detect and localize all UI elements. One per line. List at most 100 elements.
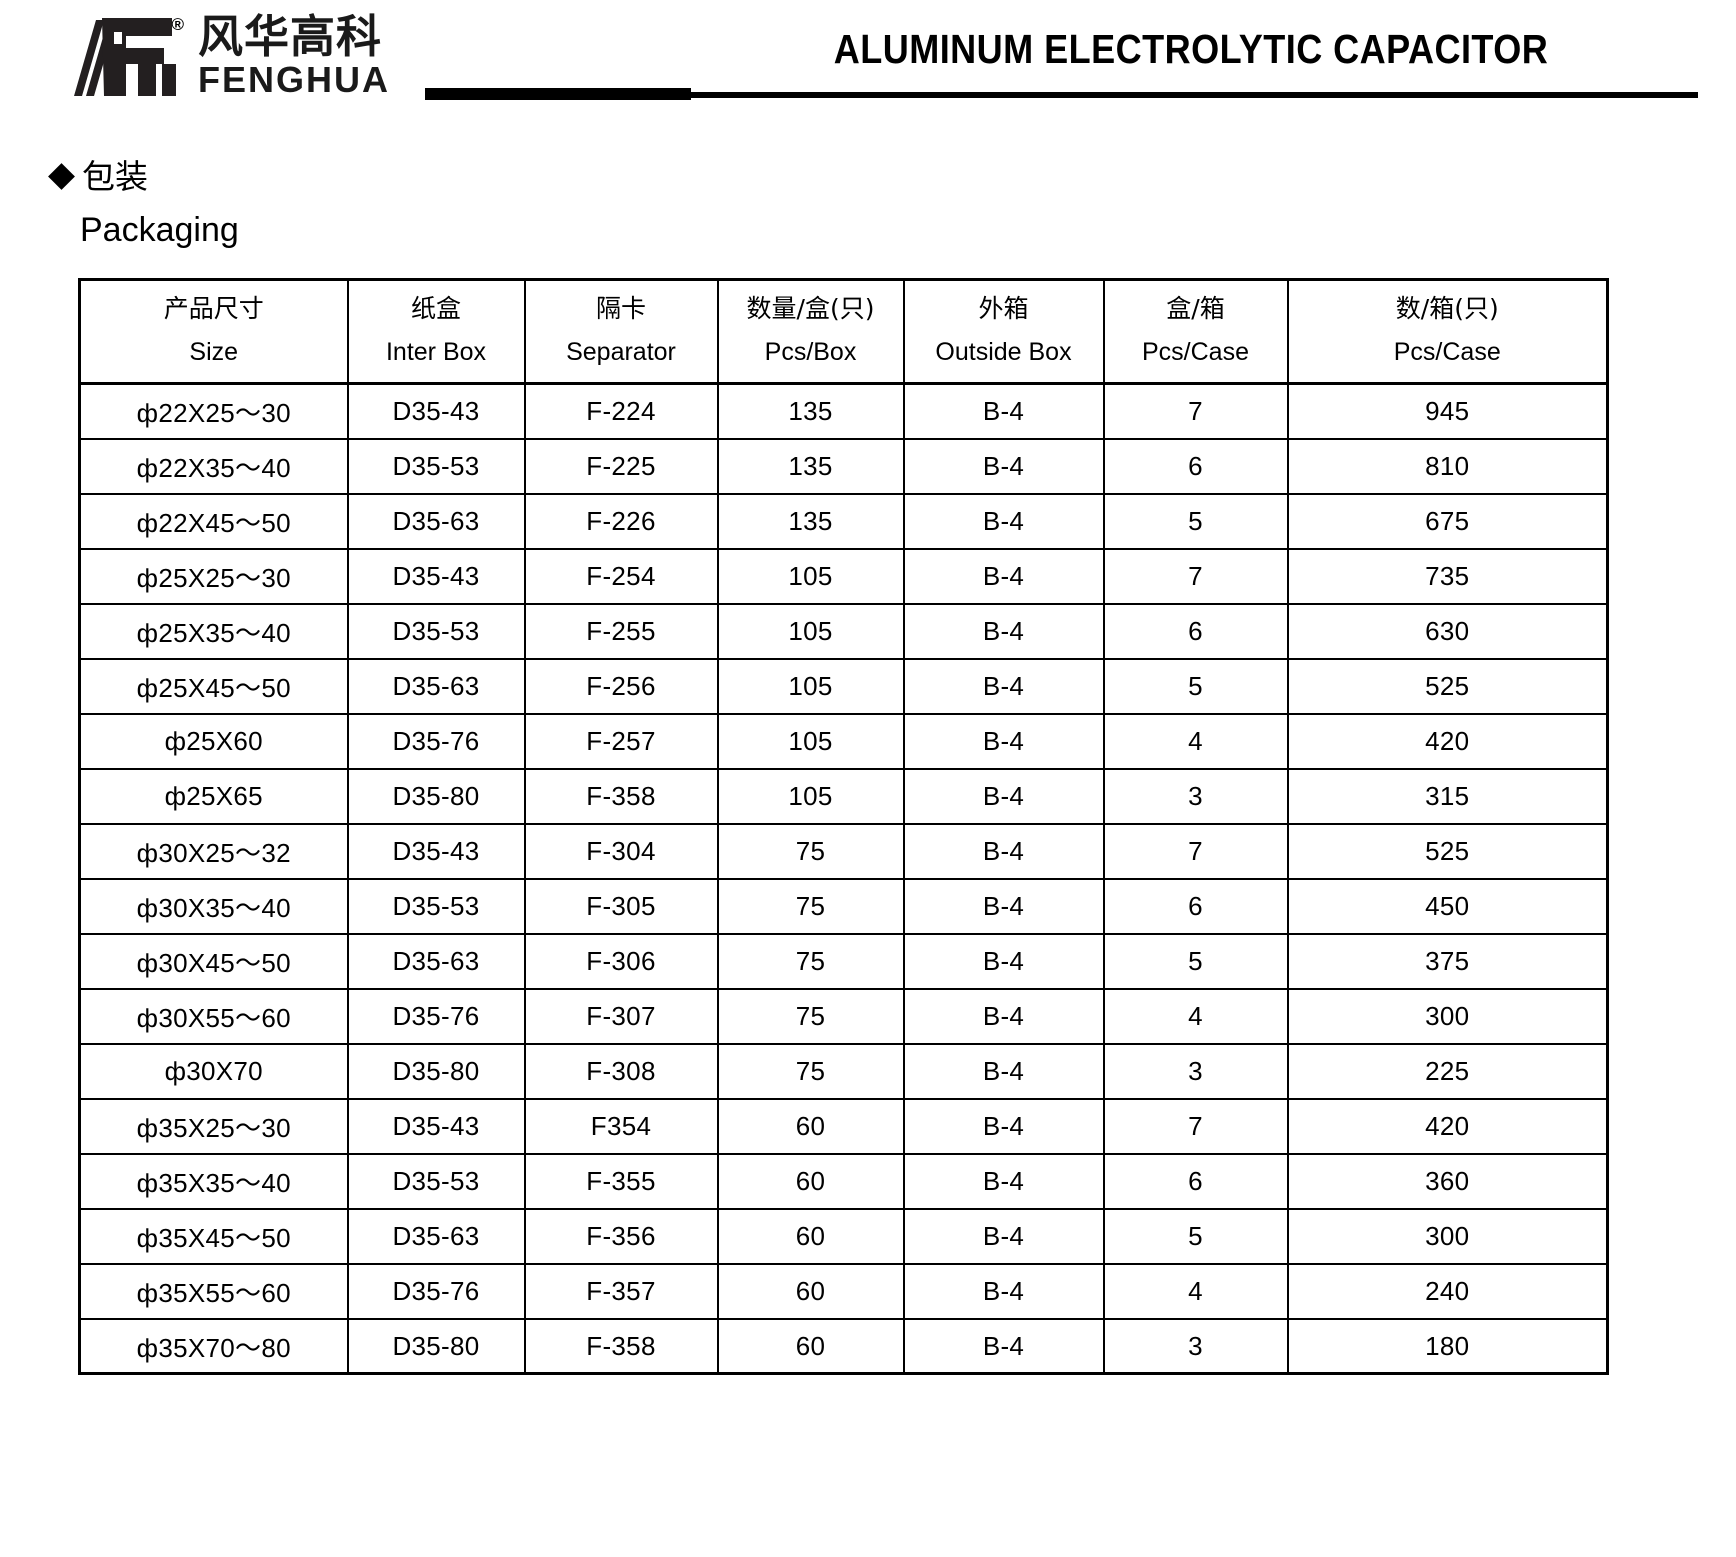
cell-box-per-case: 4 (1102, 1262, 1289, 1320)
cell-pcs-per-case: 300 (1286, 987, 1609, 1045)
cell-inter-box: D35-43 (346, 547, 526, 605)
cell-box-per-case: 6 (1102, 877, 1289, 935)
section-title-chinese-row: 包装 (48, 156, 1736, 197)
cell-separator: F-307 (523, 987, 719, 1045)
cell-box-per-case: 5 (1102, 492, 1289, 550)
table-row: ф30X55～60 D35-76 F-307 75 B-4 4 300 (78, 987, 1609, 1045)
cell-box-per-case: 7 (1102, 822, 1289, 880)
packaging-table: 产品尺寸 Size 纸盒 Inter Box 隔卡 Separator 数量/盒… (78, 278, 1609, 1376)
column-header-outside-box-en: Outside Box (935, 337, 1072, 366)
cell-inter-box: D35-63 (346, 1207, 526, 1265)
cell-separator: F-224 (523, 382, 719, 440)
table-row: ф35X45～50 D35-63 F-356 60 B-4 5 300 (78, 1207, 1609, 1265)
column-header-size-cn: 产品尺寸 (163, 294, 264, 324)
cell-pcs-per-case: 240 (1286, 1262, 1609, 1320)
table-header: 产品尺寸 Size 纸盒 Inter Box 隔卡 Separator 数量/盒… (78, 278, 1609, 386)
logo-chinese-name: 风华高科 (198, 10, 383, 63)
cell-inter-box: D35-53 (346, 877, 526, 935)
cell-box-per-case: 3 (1102, 1042, 1289, 1100)
cell-pcs-box: 60 (716, 1097, 905, 1155)
column-header-separator-en: Separator (566, 337, 676, 366)
cell-inter-box: D35-80 (346, 1042, 526, 1100)
cell-pcs-per-case: 420 (1286, 712, 1609, 770)
cell-inter-box: D35-43 (346, 1097, 526, 1155)
column-header-inter-box-en: Inter Box (385, 337, 487, 366)
table-row: ф30X25～32 D35-43 F-304 75 B-4 7 525 (78, 822, 1609, 880)
cell-box-per-case: 5 (1102, 657, 1289, 715)
table-row: ф25X60 D35-76 F-257 105 B-4 4 420 (78, 712, 1609, 770)
cell-size: ф35X25～30 (78, 1097, 349, 1155)
cell-outside-box: B-4 (902, 1097, 1105, 1155)
cell-pcs-box: 75 (716, 932, 905, 990)
cell-outside-box: B-4 (902, 767, 1105, 825)
column-header-size-en: Size (189, 337, 239, 366)
cell-pcs-box: 60 (716, 1317, 905, 1375)
table-row: ф30X70 D35-80 F-308 75 B-4 3 225 (78, 1042, 1609, 1100)
cell-outside-box: B-4 (902, 382, 1105, 440)
column-header-separator: 隔卡 Separator (523, 278, 719, 386)
cell-size: ф25X60 (78, 712, 349, 770)
cell-pcs-box: 135 (716, 382, 905, 440)
cell-outside-box: B-4 (902, 602, 1105, 660)
cell-size: ф22X25～30 (78, 382, 349, 440)
cell-separator: F354 (523, 1097, 719, 1155)
cell-size: ф35X45～50 (78, 1207, 349, 1265)
cell-pcs-box: 135 (716, 492, 905, 550)
cell-size: ф30X70 (78, 1042, 349, 1100)
column-header-separator-cn: 隔卡 (595, 294, 646, 324)
cell-inter-box: D35-80 (346, 1317, 526, 1375)
cell-pcs-per-case: 360 (1286, 1152, 1609, 1210)
cell-pcs-per-case: 420 (1286, 1097, 1609, 1155)
table-header-row: 产品尺寸 Size 纸盒 Inter Box 隔卡 Separator 数量/盒… (78, 278, 1609, 386)
cell-outside-box: B-4 (902, 822, 1105, 880)
registered-trademark-icon: ® (171, 15, 184, 34)
cell-pcs-box: 105 (716, 657, 905, 715)
table-row: ф25X45～50 D35-63 F-256 105 B-4 5 525 (78, 657, 1609, 715)
cell-size: ф25X65 (78, 767, 349, 825)
cell-size: ф25X35～40 (78, 602, 349, 660)
column-header-inter-box-cn: 纸盒 (410, 294, 461, 324)
section-title-english: Packaging (80, 211, 239, 250)
diamond-bullet-icon (48, 163, 75, 191)
cell-pcs-per-case: 630 (1286, 602, 1609, 660)
cell-pcs-per-case: 675 (1286, 492, 1609, 550)
cell-pcs-box: 75 (716, 987, 905, 1045)
cell-separator: F-225 (523, 437, 719, 495)
cell-size: ф22X35～40 (78, 437, 349, 495)
cell-separator: F-257 (523, 712, 719, 770)
cell-pcs-per-case: 735 (1286, 547, 1609, 605)
cell-inter-box: D35-53 (346, 437, 526, 495)
cell-pcs-per-case: 300 (1286, 1207, 1609, 1265)
cell-outside-box: B-4 (902, 547, 1105, 605)
cell-separator: F-306 (523, 932, 719, 990)
table-row: ф30X35～40 D35-53 F-305 75 B-4 6 450 (78, 877, 1609, 935)
cell-outside-box: B-4 (902, 932, 1105, 990)
cell-box-per-case: 5 (1102, 1207, 1289, 1265)
cell-pcs-per-case: 180 (1286, 1317, 1609, 1375)
cell-separator: F-357 (523, 1262, 719, 1320)
cell-pcs-per-case: 375 (1286, 932, 1609, 990)
cell-inter-box: D35-76 (346, 987, 526, 1045)
cell-separator: F-356 (523, 1207, 719, 1265)
column-header-pcs-per-case-cn: 数/箱(只) (1395, 294, 1499, 324)
cell-inter-box: D35-63 (346, 492, 526, 550)
cell-pcs-box: 75 (716, 1042, 905, 1100)
cell-pcs-box: 105 (716, 602, 905, 660)
cell-pcs-per-case: 525 (1286, 657, 1609, 715)
cell-outside-box: B-4 (902, 1207, 1105, 1265)
column-header-pcs-box-en: Pcs/Box (764, 337, 857, 366)
cell-outside-box: B-4 (902, 492, 1105, 550)
column-header-pcs-per-case: 数/箱(只) Pcs/Case (1286, 278, 1609, 386)
cell-box-per-case: 4 (1102, 987, 1289, 1045)
cell-pcs-box: 60 (716, 1207, 905, 1265)
cell-separator: F-358 (523, 1317, 719, 1375)
column-header-pcs-box-cn: 数量/盒(只) (746, 294, 875, 324)
column-header-outside-box-cn: 外箱 (978, 294, 1029, 324)
fenghua-logo-icon: ® (52, 14, 184, 100)
cell-box-per-case: 4 (1102, 712, 1289, 770)
cell-pcs-box: 60 (716, 1262, 905, 1320)
packaging-table-wrapper: 产品尺寸 Size 纸盒 Inter Box 隔卡 Separator 数量/盒… (78, 278, 1692, 1376)
table-row: ф25X35～40 D35-53 F-255 105 B-4 6 630 (78, 602, 1609, 660)
cell-size: ф35X70～80 (78, 1317, 349, 1375)
header-rule-accent (425, 88, 691, 100)
